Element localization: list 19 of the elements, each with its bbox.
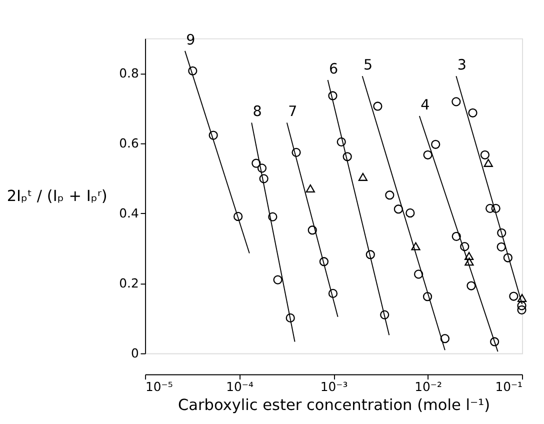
y-tick-label: 0.8: [119, 66, 139, 81]
y-tick-label: 0.2: [119, 276, 139, 291]
y-tick-label: 0.6: [119, 136, 139, 151]
x-tick-label: 10⁻⁵: [146, 378, 173, 394]
series-label: 7: [288, 104, 298, 120]
series-label: 5: [364, 57, 373, 74]
y-tick-label: 0: [130, 346, 139, 361]
x-axis-title: Carboxylic ester concentration (mole l⁻¹): [178, 396, 490, 414]
series-label: 4: [420, 97, 430, 114]
x-tick-label: 10⁻²: [414, 378, 442, 394]
series-label: 8: [252, 104, 262, 120]
series-label: 9: [186, 32, 196, 48]
x-tick-label: 10⁻⁴: [226, 378, 254, 394]
y-tick-label: 0.4: [119, 206, 139, 221]
x-tick-label: 10⁻³: [320, 378, 348, 394]
series-label: 6: [328, 61, 338, 78]
x-tick-label: 10⁻¹: [495, 378, 523, 394]
series-label: 3: [457, 57, 466, 74]
y-axis-title: 2Iₚᵗ / (Iₚ + Iₚʳ): [6, 187, 108, 206]
